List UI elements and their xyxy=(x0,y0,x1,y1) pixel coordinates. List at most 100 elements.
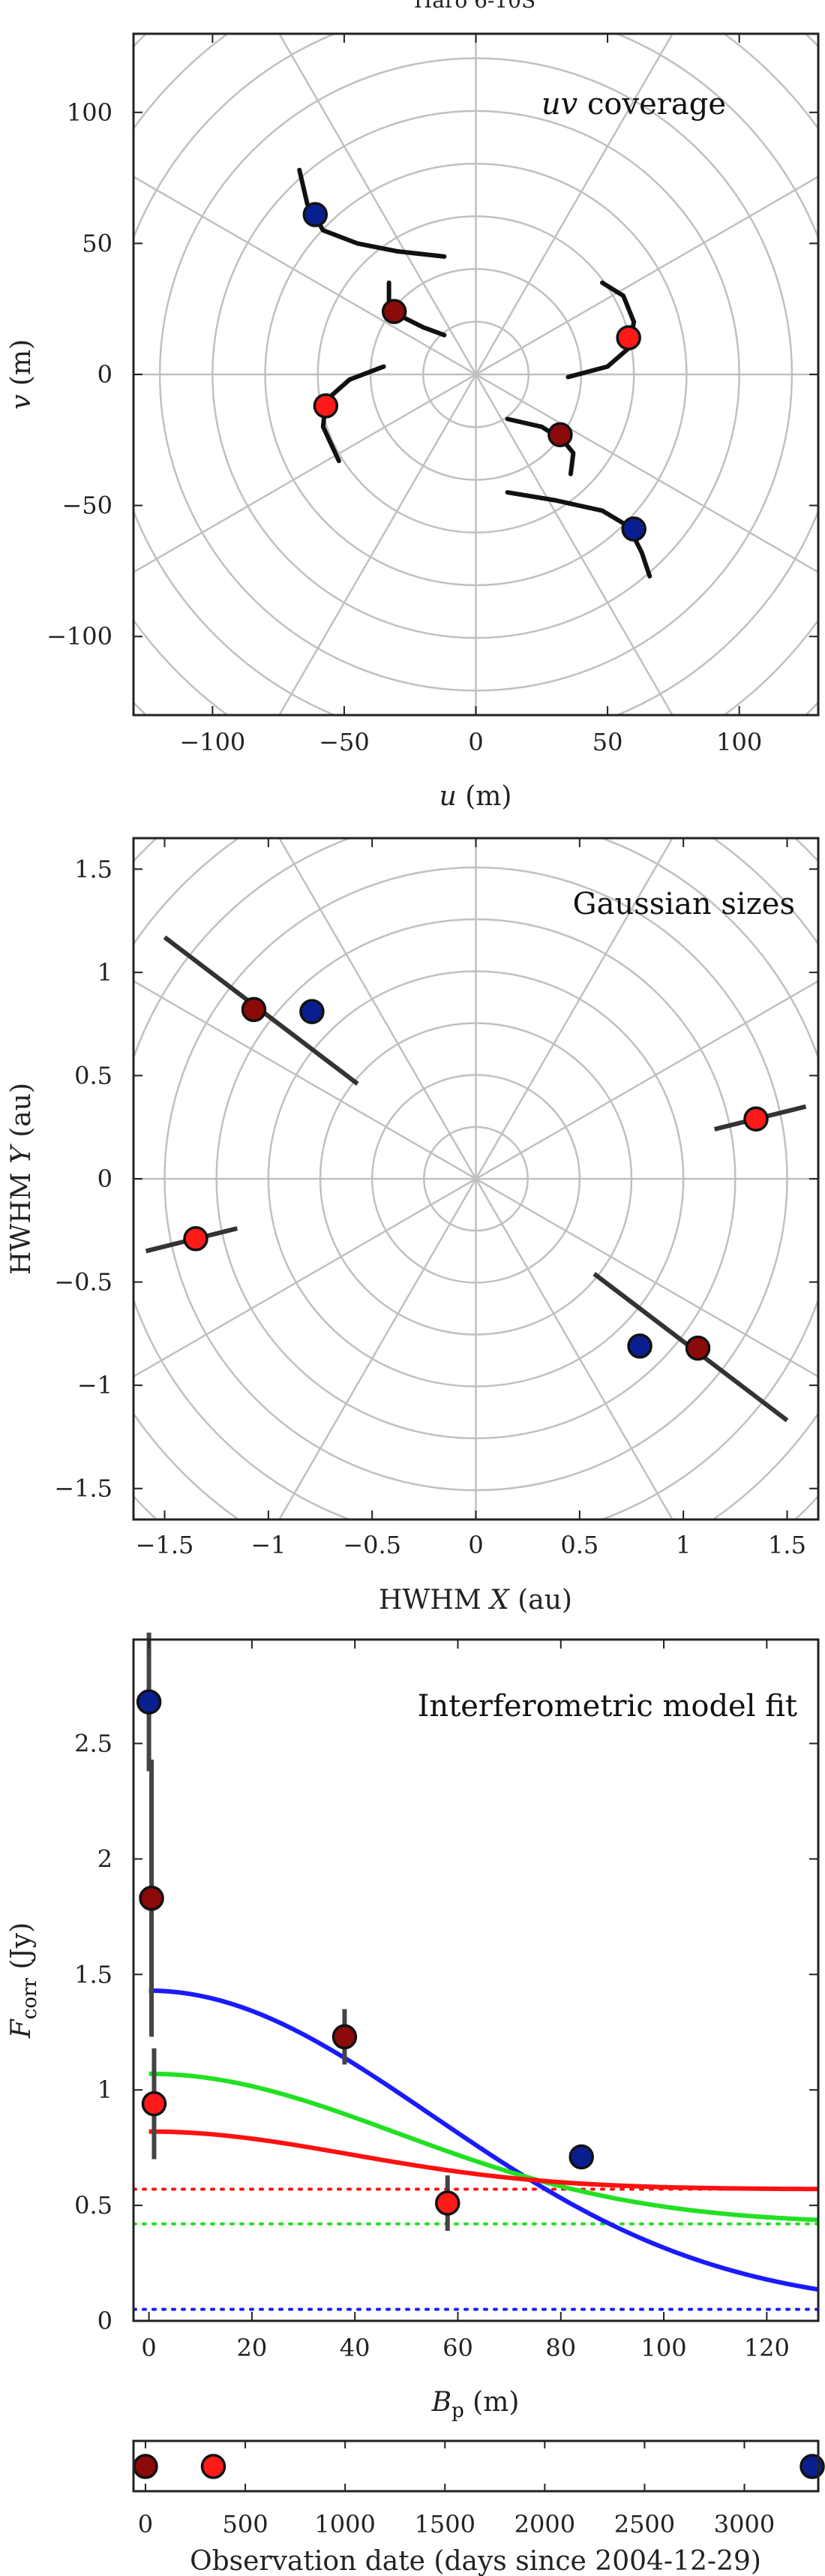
fit-curve xyxy=(148,2129,818,2192)
grid-spoke xyxy=(134,373,477,574)
y-tick-label: −0.5 xyxy=(54,1268,112,1297)
uv-x-label: u (m) xyxy=(440,781,512,812)
y-tick-label: −100 xyxy=(46,622,112,651)
uv-marker xyxy=(621,516,646,542)
uv-ticks: −100 −50 0 50 100 −100 −50 0 50 100 xyxy=(46,34,818,756)
grid-spoke xyxy=(475,979,818,1180)
model-fit-panel: 0 20 40 60 80 100 120 0 0.5 1 1.5 2 2.5 Interferomet… xyxy=(6,1632,820,2422)
y-tick-label: 1 xyxy=(98,958,112,987)
y-tick-label: −1.5 xyxy=(54,1474,112,1503)
fit-curve xyxy=(148,2071,818,2223)
dates-points xyxy=(133,2454,825,2479)
x-tick-label: 50 xyxy=(592,728,623,756)
uv-marker xyxy=(313,393,339,419)
size-point xyxy=(241,996,267,1023)
x-tick-label: 2500 xyxy=(614,2510,675,2538)
x-tick-label: −1 xyxy=(250,1531,286,1559)
size-point xyxy=(685,1335,711,1361)
x-tick-label: 3000 xyxy=(714,2510,775,2538)
dates-ticks: 0 500 1000 1500 2000 2500 3000 xyxy=(138,2441,775,2538)
x-tick-label: 80 xyxy=(545,2334,576,2362)
x-tick-label: 20 xyxy=(237,2334,268,2362)
fit-point xyxy=(332,2024,358,2050)
size-point xyxy=(183,1226,208,1252)
dates-panel: 0 500 1000 1500 2000 2500 3000 Observation dat… xyxy=(132,2439,825,2576)
x-tick-label: 100 xyxy=(716,728,762,756)
y-tick-label: 0 xyxy=(98,2307,112,2335)
fit-annotation: Interferometric model fit xyxy=(418,1689,797,1724)
uv-tracks xyxy=(297,167,652,579)
size-point xyxy=(743,1106,769,1132)
x-tick-label: 1500 xyxy=(415,2510,476,2538)
x-tick-label: 1.5 xyxy=(768,1531,806,1559)
grid-spoke xyxy=(134,1177,477,1378)
y-tick-label: 0.5 xyxy=(74,2191,112,2220)
fit-point xyxy=(136,1689,162,1715)
y-tick-label: 0.5 xyxy=(74,1061,112,1090)
x-tick-label: −50 xyxy=(319,728,370,756)
fit-x-label: Bp (m) xyxy=(431,2387,520,2422)
x-tick-label: −1.5 xyxy=(136,1531,194,1559)
x-tick-label: 0 xyxy=(468,1531,483,1559)
y-tick-label: 0 xyxy=(98,1165,112,1193)
x-tick-label: 100 xyxy=(641,2334,687,2362)
grid-spoke xyxy=(475,838,674,1180)
y-tick-label: 2 xyxy=(98,1844,112,1873)
grid-spoke xyxy=(475,34,674,375)
x-tick-label: 500 xyxy=(223,2510,268,2538)
uv-coverage-panel: −100 −50 0 50 100 −100 −50 0 50 100 uv coverage u… xyxy=(6,32,820,812)
grid-spoke xyxy=(278,34,477,375)
fit-levels xyxy=(134,2187,818,2311)
date-point xyxy=(200,2454,226,2479)
y-tick-label: 50 xyxy=(82,229,112,257)
fit-curves xyxy=(148,1988,818,2292)
sizes-y-label: HWHM Y (au) xyxy=(6,1083,37,1275)
grid-spoke xyxy=(278,1178,477,1519)
y-tick-label: −50 xyxy=(62,491,112,520)
uv-marker xyxy=(548,422,573,448)
y-tick-label: 1.5 xyxy=(74,1960,112,1988)
fit-ticks: 0 20 40 60 80 100 120 0 0.5 1 1.5 2 2.5 xyxy=(74,1640,818,2362)
y-tick-label: 1.5 xyxy=(74,855,112,883)
x-tick-label: −0.5 xyxy=(343,1531,401,1559)
y-tick-label: −1 xyxy=(77,1371,112,1399)
dates-plot-frame xyxy=(132,2439,820,2493)
grid-spoke xyxy=(134,979,477,1180)
x-tick-label: 1000 xyxy=(314,2510,375,2538)
uv-annotation: uv coverage xyxy=(542,87,726,122)
grid-spoke xyxy=(475,374,674,715)
uv-track xyxy=(297,167,447,259)
fit-y-label: Fcorr (Jy) xyxy=(6,1922,41,2039)
x-tick-label: 0 xyxy=(138,2510,153,2538)
uv-marker xyxy=(616,325,641,350)
sizes-x-label: HWHM X (au) xyxy=(379,1585,572,1616)
y-tick-label: 100 xyxy=(67,98,112,127)
x-tick-label: 60 xyxy=(442,2334,473,2362)
uv-marker xyxy=(302,202,328,227)
grid-spoke xyxy=(475,373,818,574)
sizes-annotation: Gaussian sizes xyxy=(573,887,795,921)
fit-curve xyxy=(148,1988,818,2292)
uv-track xyxy=(505,490,652,579)
size-point xyxy=(299,999,325,1024)
dates-x-label: Observation date (days since 2004-12-29) xyxy=(190,2546,761,2576)
grid-spoke xyxy=(475,175,818,376)
x-tick-label: 2000 xyxy=(514,2510,575,2538)
fit-point xyxy=(568,2144,594,2170)
date-point xyxy=(133,2454,158,2479)
sizes-ticks: −1.5 −1 −0.5 0 0.5 1 1.5 −1.5 −1 −0.5 0 0.5 1 1.5 xyxy=(54,838,818,1559)
uv-polar-grid xyxy=(134,34,818,715)
uv-marker xyxy=(381,299,407,324)
size-point xyxy=(627,1333,652,1359)
grid-spoke xyxy=(278,838,477,1180)
y-tick-label: 2.5 xyxy=(74,1730,112,1758)
grid-spoke xyxy=(134,175,477,376)
fit-points xyxy=(136,1632,594,2231)
fit-point xyxy=(434,2190,460,2216)
figure-title: Haro 6-10S xyxy=(414,0,536,13)
x-tick-label: 40 xyxy=(340,2334,370,2362)
sizes-points xyxy=(183,996,769,1361)
uv-y-label: v (m) xyxy=(6,339,37,410)
grid-ring xyxy=(134,34,818,715)
